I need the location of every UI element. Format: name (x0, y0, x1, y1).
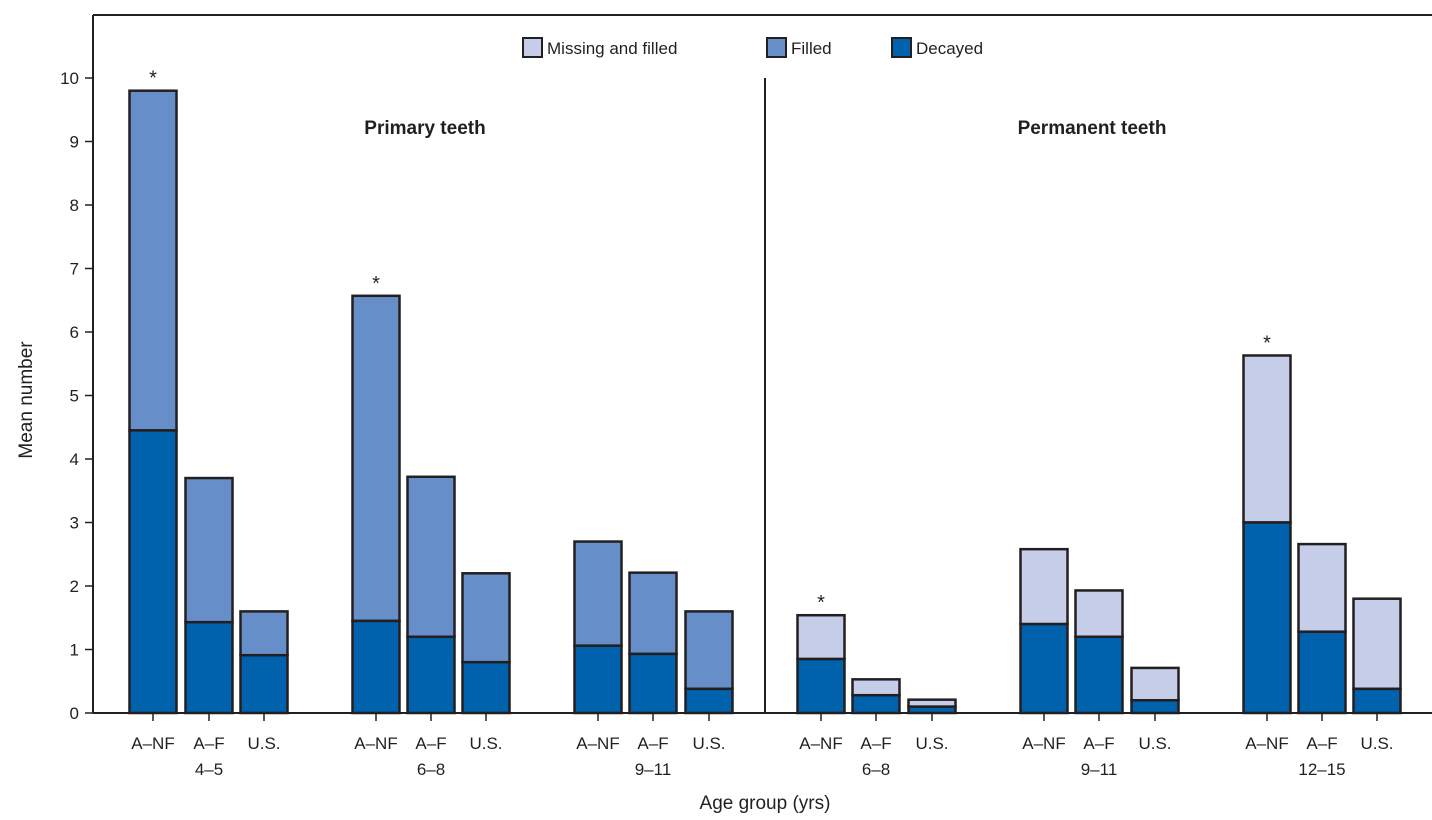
bar-label: A–NF (1245, 734, 1288, 753)
bar-segment-decayed (851, 693, 901, 715)
age-group-label: 12–15 (1298, 760, 1345, 779)
bar-segment-missing-filled (1074, 589, 1124, 639)
x-axis-title: Age group (yrs) (700, 793, 831, 814)
bar-segment-decayed (461, 660, 511, 715)
bar-label: A–F (1306, 734, 1337, 753)
bar-segment-decayed (684, 687, 734, 715)
legend-label: Decayed (916, 39, 983, 58)
bar-label: A–F (1083, 734, 1114, 753)
bar-segment-filled (628, 571, 678, 656)
bar-segment-filled (184, 476, 234, 624)
legend: Missing and filled Filled Decayed (522, 37, 983, 58)
y-tick-label: 7 (70, 260, 79, 279)
bar-segment-decayed (907, 705, 957, 715)
bar-label: U.S. (1360, 734, 1393, 753)
y-tick-label: 5 (70, 387, 79, 406)
legend-label: Filled (791, 39, 832, 58)
bar-segment-decayed (128, 429, 178, 715)
bar-segment-decayed (351, 619, 401, 715)
bar-segment-filled (573, 540, 623, 647)
legend-swatch-filled (766, 37, 787, 58)
bar-segment-decayed (1297, 630, 1347, 715)
bar-segment-decayed (796, 657, 846, 715)
bar-segment-missing-filled (851, 678, 901, 697)
bar-segment-filled (684, 610, 734, 691)
bar-segment-missing-filled (1297, 542, 1347, 633)
bar-label: A–F (637, 734, 668, 753)
y-tick-label: 8 (70, 196, 79, 215)
plot-frame (92, 14, 1432, 714)
significance-star: * (149, 68, 157, 90)
bar-label: U.S. (247, 734, 280, 753)
bar-segment-decayed (239, 653, 289, 715)
bar-segment-filled (461, 572, 511, 664)
age-group-label: 9–11 (1081, 760, 1118, 779)
bar-segment-missing-filled (1019, 547, 1069, 626)
panels: Primary teeth Permanent teeth (364, 118, 1166, 139)
significance-star: * (1263, 332, 1271, 354)
y-tick-label: 10 (60, 69, 79, 88)
panel-title: Primary teeth (364, 118, 485, 139)
y-tick-label: 3 (70, 514, 79, 533)
age-group-label: 6–8 (417, 760, 445, 779)
bar-segment-missing-filled (796, 613, 846, 661)
bar-label: U.S. (1138, 734, 1171, 753)
y-axis-title: Mean number (16, 341, 37, 459)
bar-segment-decayed (1130, 699, 1180, 715)
legend-label: Missing and filled (547, 39, 677, 58)
bar-label: A–F (193, 734, 224, 753)
bar-segment-decayed (573, 644, 623, 715)
bar-label: U.S. (469, 734, 502, 753)
bar-label: A–NF (131, 734, 174, 753)
bar-segment-decayed (1019, 622, 1069, 715)
bar-segment-missing-filled (1130, 666, 1180, 702)
bar-label: U.S. (692, 734, 725, 753)
significance-star: * (372, 273, 380, 295)
y-tick-label: 4 (70, 450, 79, 469)
bar-label: A–NF (1022, 734, 1065, 753)
age-group-label: 9–11 (635, 760, 672, 779)
significance-star: * (817, 592, 825, 614)
bar-segment-decayed (1242, 521, 1292, 715)
age-group-label: 6–8 (862, 760, 890, 779)
y-tick-label: 9 (70, 133, 79, 152)
age-group-label: 4–5 (195, 760, 223, 779)
bar-label: A–NF (354, 734, 397, 753)
y-tick-label: 2 (70, 577, 79, 596)
bar-segment-filled (406, 475, 456, 639)
y-tick-label: 0 (70, 704, 79, 723)
bar-segment-filled (351, 294, 401, 623)
x-axis: A–NF A–F U.S. 4–5 A–NF A–F U.S. 6–8 A–NF A–F U.S. 9… (131, 713, 1394, 779)
bar-label: A–NF (799, 734, 842, 753)
bar-label: U.S. (915, 734, 948, 753)
bar-segment-filled (239, 610, 289, 657)
legend-swatch-decayed (891, 37, 912, 58)
bar-label: A–F (415, 734, 446, 753)
bar-segment-decayed (1352, 687, 1402, 715)
bar-segment-decayed (628, 652, 678, 715)
bar-segment-decayed (184, 620, 234, 715)
bar-segment-missing-filled (1242, 354, 1292, 524)
panel-title: Permanent teeth (1018, 118, 1167, 139)
bar-label: A–F (860, 734, 891, 753)
bar-segment-missing-filled (1352, 597, 1402, 691)
bar-segment-filled (128, 89, 178, 432)
y-tick-label: 6 (70, 323, 79, 342)
legend-swatch-missing-filled (522, 37, 543, 58)
bar-label: A–NF (576, 734, 619, 753)
y-axis: 0 1 2 3 4 5 6 7 8 9 10 (60, 69, 93, 723)
bar-segment-decayed (406, 635, 456, 715)
bar-segment-decayed (1074, 635, 1124, 715)
y-tick-label: 1 (70, 641, 79, 660)
